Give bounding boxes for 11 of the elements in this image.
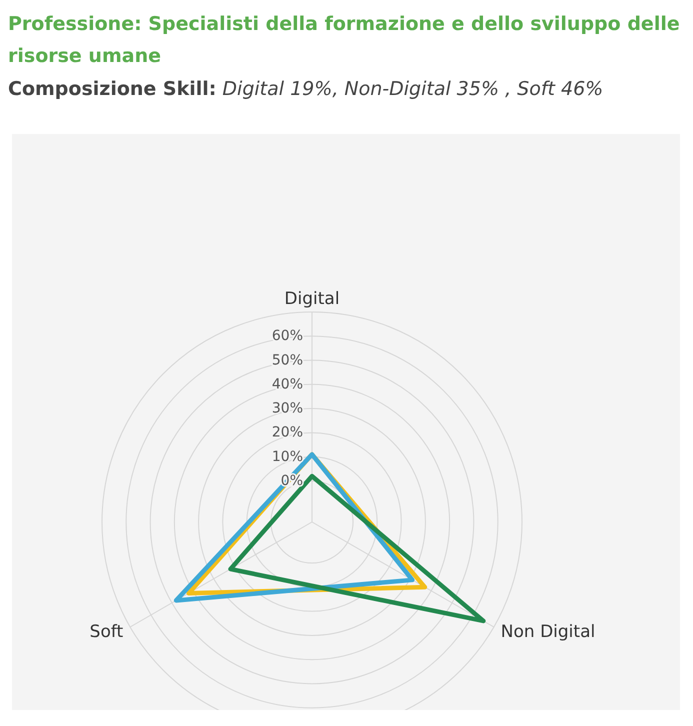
spoke-label: Digital — [284, 289, 340, 309]
chart-subtitle: Composizione Skill: Digital 19%, Non-Digital 35% , Soft 46% — [8, 78, 604, 100]
chart-title: Professione: Specialisti della formazione e dello sviluppo delle risorse umane — [8, 12, 681, 69]
y-tick-label: 10% — [272, 448, 303, 465]
y-tick-label: 40% — [272, 376, 303, 392]
spoke-label: Non Digital — [500, 622, 596, 642]
y-tick-label: 50% — [272, 352, 303, 368]
y-tick-label: 60% — [272, 328, 303, 344]
y-tick-label: 20% — [272, 424, 303, 441]
spoke-label: Soft — [90, 622, 124, 642]
y-tick-label: 30% — [272, 400, 303, 417]
